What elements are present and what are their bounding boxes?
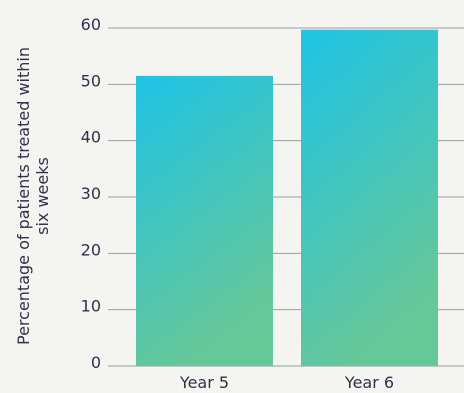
y-tick-label-30: 30: [81, 184, 101, 203]
y-tick-label-50: 50: [81, 71, 101, 90]
x-category-labels: Year 5 Year 6: [179, 373, 394, 392]
y-axis-title-line-2: six weeks: [33, 157, 52, 235]
bar-year-6: [301, 29, 438, 366]
y-tick-label-0: 0: [91, 353, 101, 372]
y-tick-label-60: 60: [81, 15, 101, 34]
y-tick-label-40: 40: [81, 128, 101, 147]
y-tick-labels: 0 10 20 30 40 50 60: [81, 15, 101, 372]
y-tick-label-10: 10: [81, 297, 101, 316]
x-category-label-year-6: Year 6: [344, 373, 394, 392]
x-category-label-year-5: Year 5: [179, 373, 229, 392]
bar-year-5: [136, 75, 273, 366]
y-tick-label-20: 20: [81, 240, 101, 259]
y-axis-title: Percentage of patients treated withinsix…: [14, 47, 52, 345]
bars: [136, 29, 438, 366]
y-axis-title-line-1: Percentage of patients treated within: [14, 47, 33, 345]
